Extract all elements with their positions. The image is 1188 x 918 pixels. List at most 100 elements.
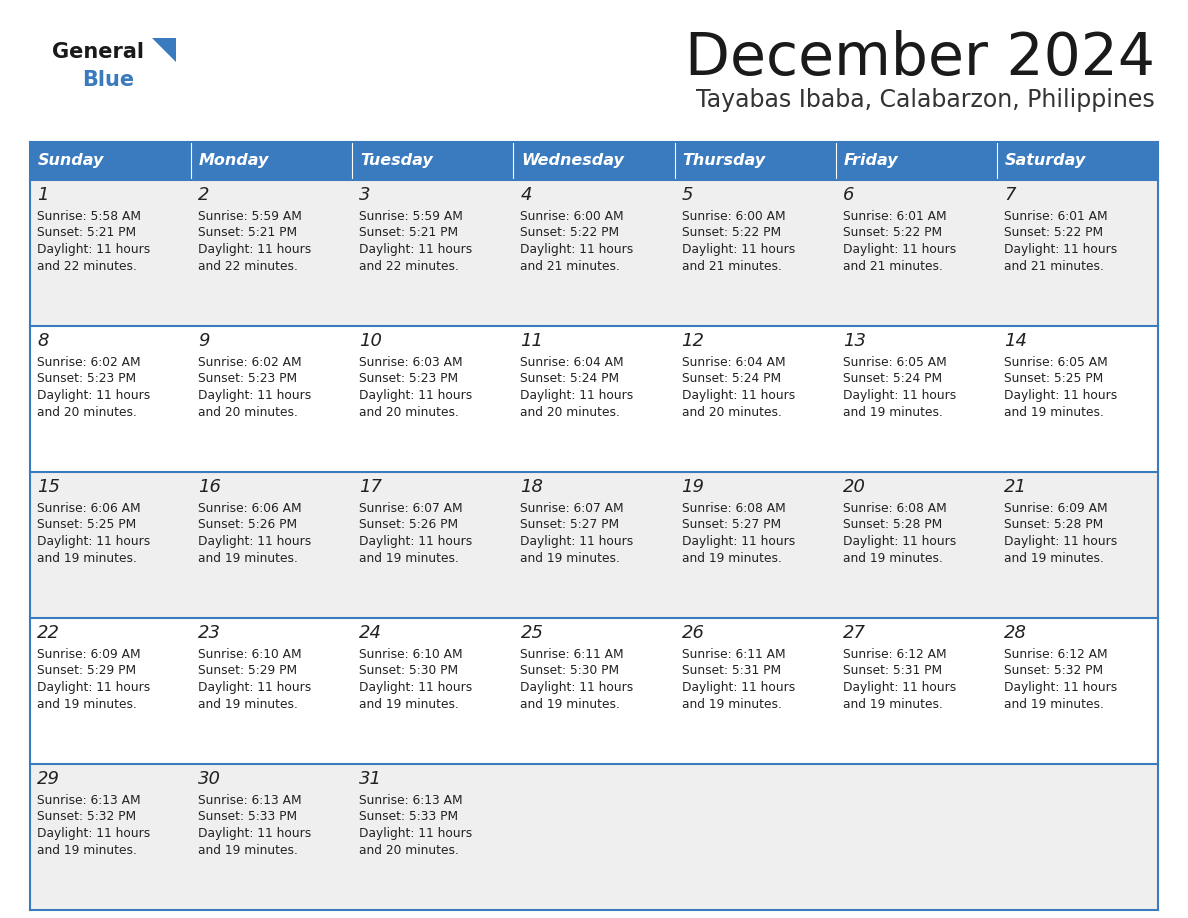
Text: and 19 minutes.: and 19 minutes. xyxy=(1004,552,1104,565)
Text: Daylight: 11 hours: Daylight: 11 hours xyxy=(1004,389,1117,402)
Text: Daylight: 11 hours: Daylight: 11 hours xyxy=(520,389,633,402)
Text: Sunset: 5:22 PM: Sunset: 5:22 PM xyxy=(842,227,942,240)
Text: Sunset: 5:28 PM: Sunset: 5:28 PM xyxy=(842,519,942,532)
Text: Daylight: 11 hours: Daylight: 11 hours xyxy=(37,389,150,402)
Text: Sunset: 5:29 PM: Sunset: 5:29 PM xyxy=(37,665,137,677)
Text: Sunrise: 6:07 AM: Sunrise: 6:07 AM xyxy=(520,502,624,515)
Text: and 19 minutes.: and 19 minutes. xyxy=(1004,698,1104,711)
Text: 30: 30 xyxy=(198,770,221,788)
Text: Sunrise: 5:59 AM: Sunrise: 5:59 AM xyxy=(198,210,302,223)
Text: Sunset: 5:23 PM: Sunset: 5:23 PM xyxy=(37,373,137,386)
Text: Sunrise: 6:08 AM: Sunrise: 6:08 AM xyxy=(842,502,947,515)
Text: and 19 minutes.: and 19 minutes. xyxy=(842,406,942,419)
Bar xyxy=(30,326,1158,472)
Text: Daylight: 11 hours: Daylight: 11 hours xyxy=(842,389,956,402)
Text: Sunset: 5:24 PM: Sunset: 5:24 PM xyxy=(682,373,781,386)
Text: and 21 minutes.: and 21 minutes. xyxy=(842,260,942,273)
Text: Sunrise: 6:06 AM: Sunrise: 6:06 AM xyxy=(37,502,140,515)
Text: and 19 minutes.: and 19 minutes. xyxy=(37,698,137,711)
Text: Daylight: 11 hours: Daylight: 11 hours xyxy=(359,389,473,402)
Text: Daylight: 11 hours: Daylight: 11 hours xyxy=(198,535,311,548)
Text: Sunrise: 6:12 AM: Sunrise: 6:12 AM xyxy=(842,648,947,661)
Text: and 19 minutes.: and 19 minutes. xyxy=(520,698,620,711)
Text: Daylight: 11 hours: Daylight: 11 hours xyxy=(37,243,150,256)
Text: and 20 minutes.: and 20 minutes. xyxy=(520,406,620,419)
Text: Sunrise: 6:11 AM: Sunrise: 6:11 AM xyxy=(682,648,785,661)
Text: Daylight: 11 hours: Daylight: 11 hours xyxy=(520,535,633,548)
Text: 12: 12 xyxy=(682,332,704,350)
Text: 25: 25 xyxy=(520,624,543,642)
Text: Daylight: 11 hours: Daylight: 11 hours xyxy=(359,243,473,256)
Text: Sunset: 5:32 PM: Sunset: 5:32 PM xyxy=(1004,665,1102,677)
Text: Daylight: 11 hours: Daylight: 11 hours xyxy=(37,681,150,694)
Text: Daylight: 11 hours: Daylight: 11 hours xyxy=(682,389,795,402)
Text: 29: 29 xyxy=(37,770,61,788)
Text: Sunset: 5:30 PM: Sunset: 5:30 PM xyxy=(359,665,459,677)
Text: Sunset: 5:23 PM: Sunset: 5:23 PM xyxy=(198,373,297,386)
Text: Sunrise: 5:58 AM: Sunrise: 5:58 AM xyxy=(37,210,141,223)
Text: 5: 5 xyxy=(682,186,693,204)
Text: Sunrise: 6:02 AM: Sunrise: 6:02 AM xyxy=(37,356,140,369)
Text: Daylight: 11 hours: Daylight: 11 hours xyxy=(198,681,311,694)
Text: 3: 3 xyxy=(359,186,371,204)
Text: Daylight: 11 hours: Daylight: 11 hours xyxy=(1004,535,1117,548)
Text: and 19 minutes.: and 19 minutes. xyxy=(520,552,620,565)
Text: Saturday: Saturday xyxy=(1005,153,1086,169)
Text: and 22 minutes.: and 22 minutes. xyxy=(359,260,459,273)
Text: and 20 minutes.: and 20 minutes. xyxy=(359,844,459,856)
Text: Daylight: 11 hours: Daylight: 11 hours xyxy=(1004,681,1117,694)
Text: 20: 20 xyxy=(842,478,866,496)
Text: Sunrise: 6:13 AM: Sunrise: 6:13 AM xyxy=(359,794,463,807)
Text: Sunset: 5:22 PM: Sunset: 5:22 PM xyxy=(682,227,781,240)
Bar xyxy=(30,618,1158,764)
Text: 31: 31 xyxy=(359,770,383,788)
Text: and 19 minutes.: and 19 minutes. xyxy=(1004,406,1104,419)
Text: Sunset: 5:21 PM: Sunset: 5:21 PM xyxy=(198,227,297,240)
Text: Sunrise: 6:08 AM: Sunrise: 6:08 AM xyxy=(682,502,785,515)
Text: Sunset: 5:24 PM: Sunset: 5:24 PM xyxy=(842,373,942,386)
Text: Sunday: Sunday xyxy=(38,153,105,169)
Text: Sunset: 5:22 PM: Sunset: 5:22 PM xyxy=(520,227,620,240)
Text: Daylight: 11 hours: Daylight: 11 hours xyxy=(682,535,795,548)
Text: December 2024: December 2024 xyxy=(685,30,1155,87)
Text: 21: 21 xyxy=(1004,478,1026,496)
Text: and 20 minutes.: and 20 minutes. xyxy=(37,406,137,419)
Bar xyxy=(353,142,513,180)
Text: 9: 9 xyxy=(198,332,209,350)
Text: and 20 minutes.: and 20 minutes. xyxy=(359,406,459,419)
Text: and 19 minutes.: and 19 minutes. xyxy=(682,552,782,565)
Bar xyxy=(30,142,191,180)
Text: Sunrise: 6:04 AM: Sunrise: 6:04 AM xyxy=(682,356,785,369)
Polygon shape xyxy=(152,38,176,62)
Text: 6: 6 xyxy=(842,186,854,204)
Text: Sunrise: 5:59 AM: Sunrise: 5:59 AM xyxy=(359,210,463,223)
Text: Sunset: 5:33 PM: Sunset: 5:33 PM xyxy=(198,811,297,823)
Text: and 21 minutes.: and 21 minutes. xyxy=(1004,260,1104,273)
Text: Sunset: 5:29 PM: Sunset: 5:29 PM xyxy=(198,665,297,677)
Text: and 19 minutes.: and 19 minutes. xyxy=(359,552,459,565)
Text: Daylight: 11 hours: Daylight: 11 hours xyxy=(37,535,150,548)
Text: Tayabas Ibaba, Calabarzon, Philippines: Tayabas Ibaba, Calabarzon, Philippines xyxy=(696,88,1155,112)
Text: Sunset: 5:26 PM: Sunset: 5:26 PM xyxy=(359,519,459,532)
Text: 19: 19 xyxy=(682,478,704,496)
Text: and 22 minutes.: and 22 minutes. xyxy=(198,260,298,273)
Text: 10: 10 xyxy=(359,332,383,350)
Text: Sunrise: 6:09 AM: Sunrise: 6:09 AM xyxy=(37,648,140,661)
Text: and 19 minutes.: and 19 minutes. xyxy=(842,698,942,711)
Text: 28: 28 xyxy=(1004,624,1026,642)
Text: Sunset: 5:27 PM: Sunset: 5:27 PM xyxy=(682,519,781,532)
Text: 15: 15 xyxy=(37,478,61,496)
Text: and 19 minutes.: and 19 minutes. xyxy=(198,698,298,711)
Bar xyxy=(30,764,1158,910)
Text: and 19 minutes.: and 19 minutes. xyxy=(359,698,459,711)
Bar xyxy=(191,142,353,180)
Text: and 19 minutes.: and 19 minutes. xyxy=(682,698,782,711)
Text: Sunrise: 6:05 AM: Sunrise: 6:05 AM xyxy=(1004,356,1107,369)
Text: and 19 minutes.: and 19 minutes. xyxy=(198,844,298,856)
Text: Sunrise: 6:12 AM: Sunrise: 6:12 AM xyxy=(1004,648,1107,661)
Text: Sunset: 5:31 PM: Sunset: 5:31 PM xyxy=(682,665,781,677)
Text: Sunset: 5:30 PM: Sunset: 5:30 PM xyxy=(520,665,620,677)
Text: Daylight: 11 hours: Daylight: 11 hours xyxy=(198,243,311,256)
Text: Friday: Friday xyxy=(843,153,898,169)
Text: Sunset: 5:21 PM: Sunset: 5:21 PM xyxy=(359,227,459,240)
